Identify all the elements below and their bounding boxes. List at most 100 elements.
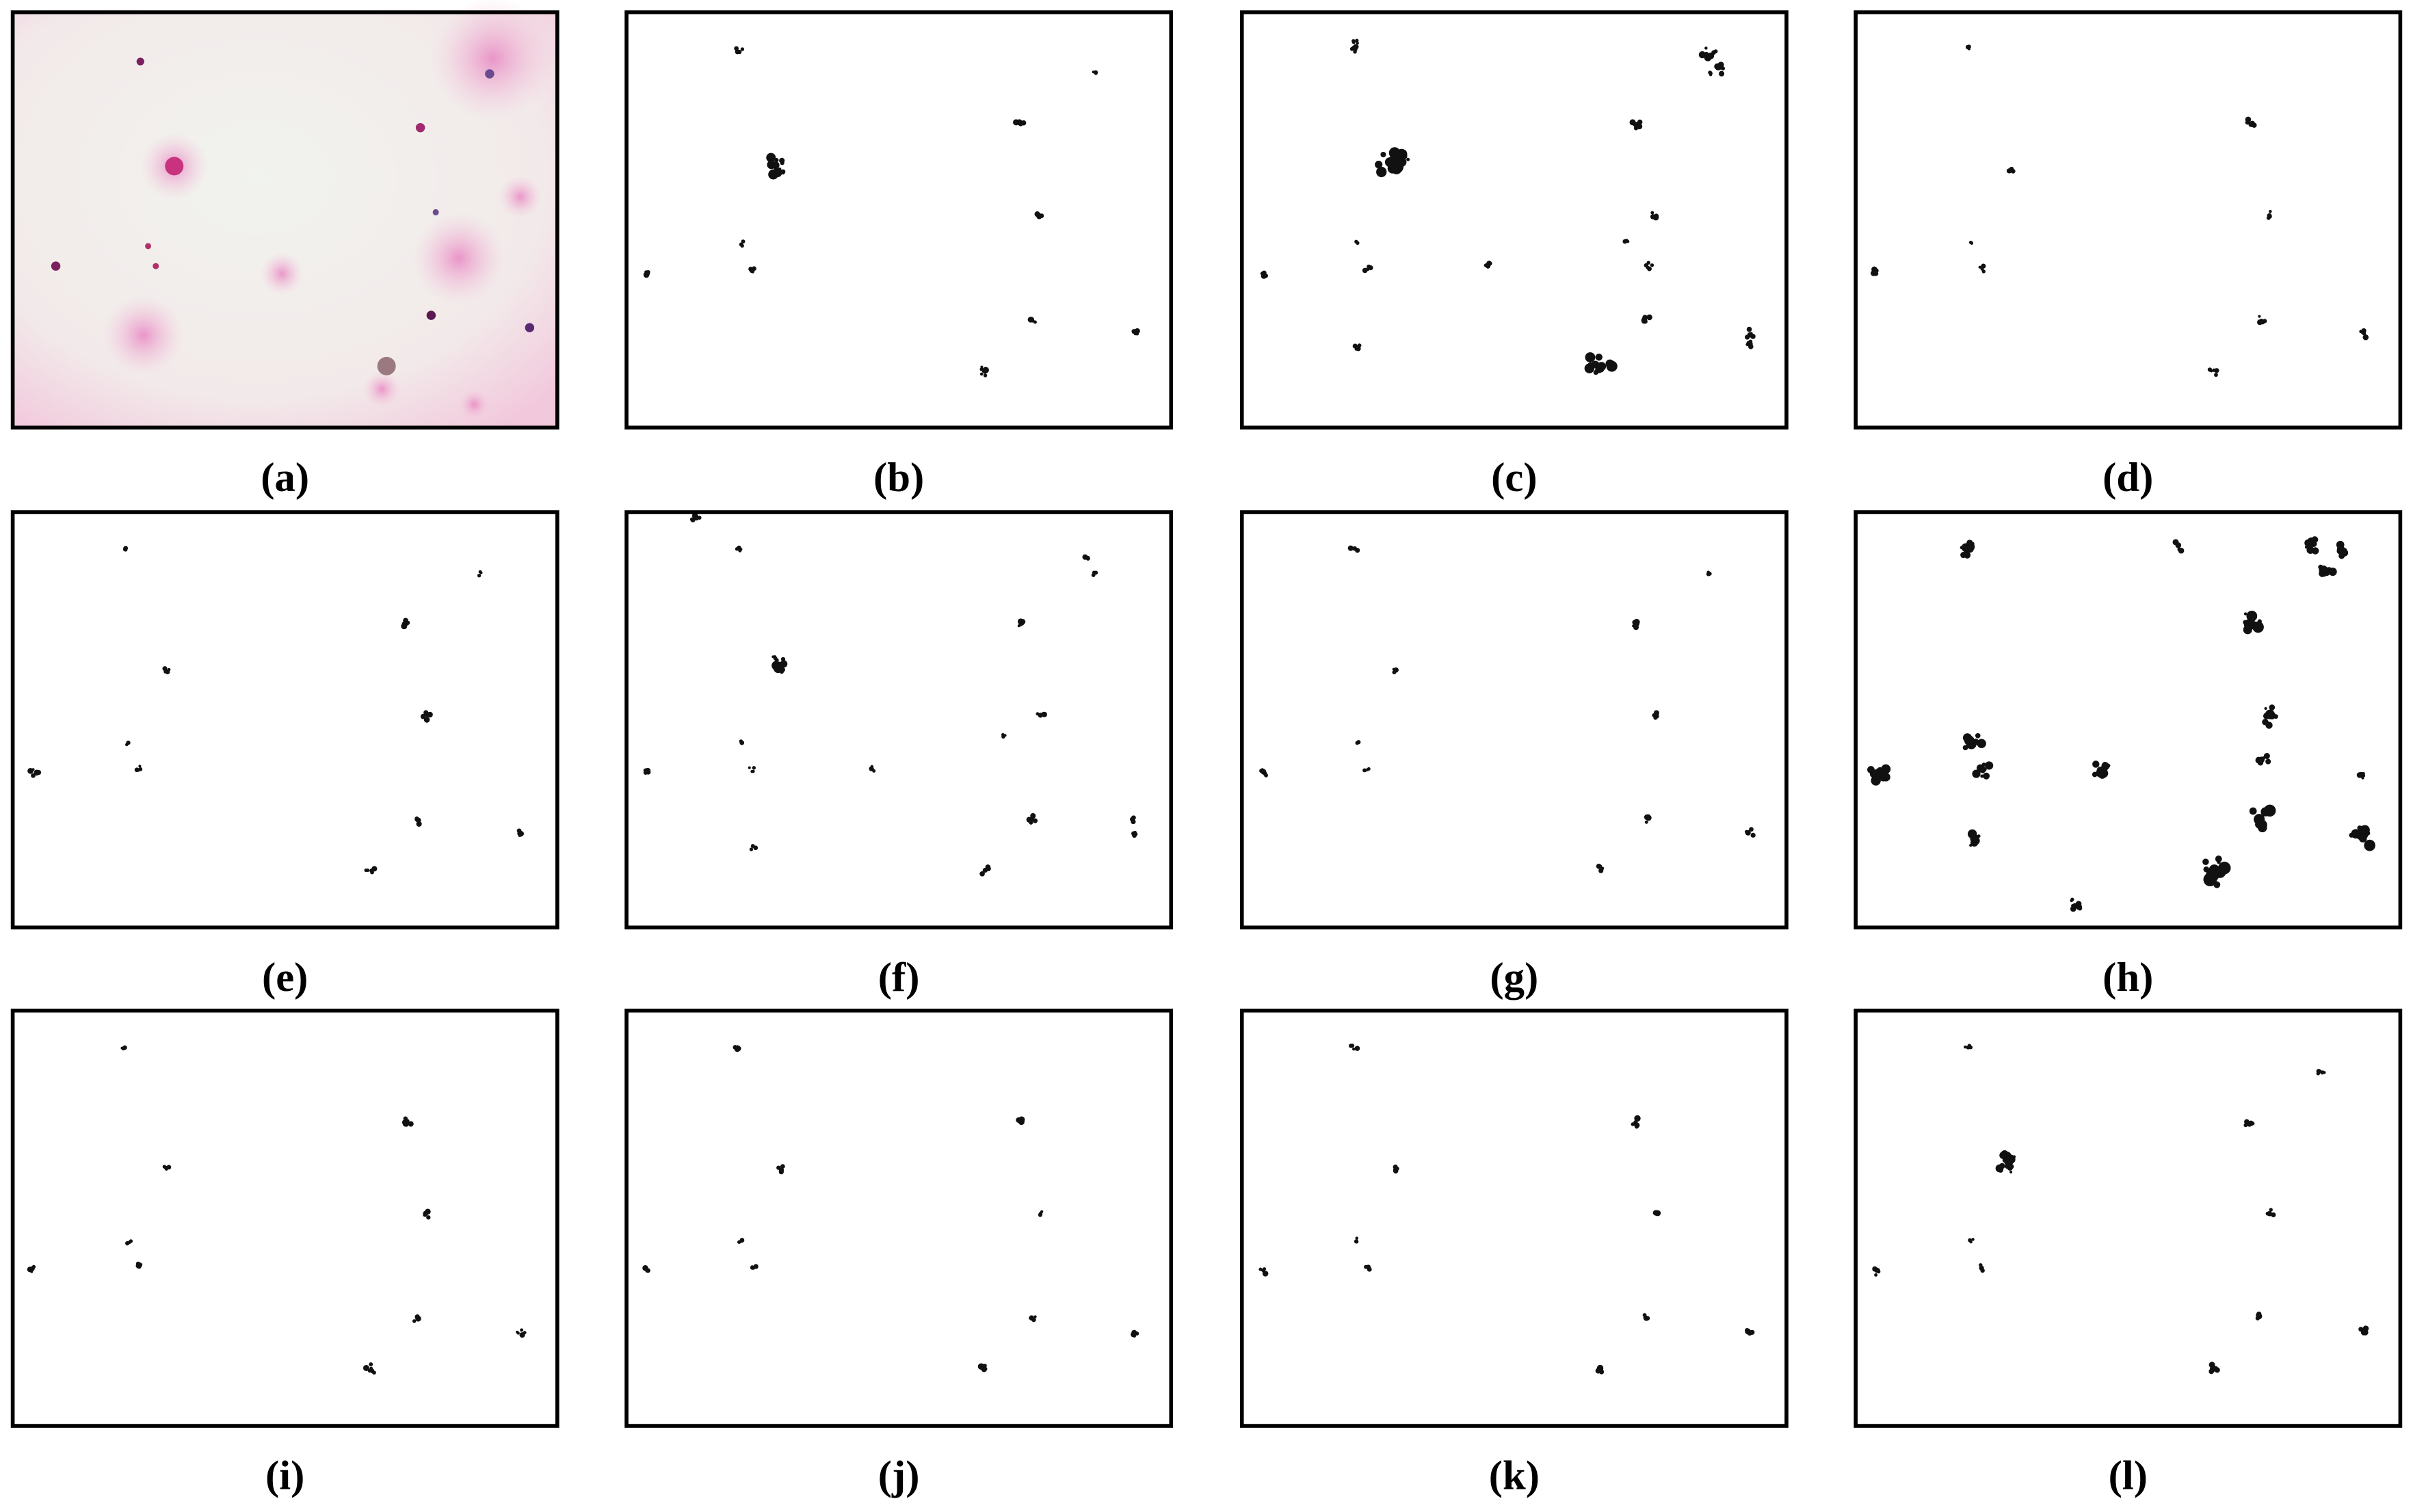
blob bbox=[1131, 329, 1137, 334]
blob bbox=[1135, 332, 1139, 336]
blob bbox=[1964, 1045, 1967, 1049]
blob bbox=[2244, 1119, 2248, 1124]
blob bbox=[27, 768, 34, 774]
blob bbox=[1038, 713, 1042, 717]
blob bbox=[750, 844, 755, 849]
blob bbox=[2360, 825, 2370, 835]
blob bbox=[1980, 267, 1984, 271]
panel bbox=[10, 0, 559, 430]
blob bbox=[1980, 774, 1984, 778]
blob bbox=[2092, 760, 2100, 768]
panel-label: (e) bbox=[262, 955, 308, 1000]
blob bbox=[1713, 49, 1718, 54]
panel-frame bbox=[1854, 510, 2403, 930]
blob bbox=[2304, 539, 2312, 547]
blob bbox=[1598, 868, 1603, 873]
blob bbox=[1367, 264, 1371, 269]
cell bbox=[525, 323, 535, 332]
blob bbox=[2077, 905, 2083, 911]
blob bbox=[741, 239, 746, 244]
blob bbox=[2203, 866, 2210, 873]
blob bbox=[778, 1167, 784, 1173]
blob bbox=[781, 171, 785, 175]
blob bbox=[2267, 1210, 2273, 1217]
blob bbox=[2243, 620, 2248, 625]
blob bbox=[1629, 119, 1636, 126]
blob bbox=[1873, 268, 1879, 274]
blob bbox=[1966, 1045, 1970, 1050]
blob bbox=[2267, 215, 2271, 218]
panel bbox=[1854, 10, 2403, 430]
blob bbox=[1646, 261, 1650, 265]
blob bbox=[423, 717, 430, 723]
blob bbox=[1637, 119, 1643, 125]
stain bbox=[363, 371, 401, 408]
blob bbox=[1707, 572, 1712, 576]
blob bbox=[1356, 241, 1359, 245]
panel-label: (c) bbox=[1491, 455, 1537, 501]
blob bbox=[1352, 1047, 1356, 1051]
blob bbox=[1718, 70, 1725, 77]
blob bbox=[697, 516, 702, 520]
panel-label: (i) bbox=[265, 1453, 304, 1499]
blob bbox=[1133, 1334, 1136, 1338]
panel-frame bbox=[1239, 10, 1789, 430]
blob bbox=[1746, 326, 1752, 332]
blob bbox=[1975, 732, 1981, 739]
panel-frame bbox=[1854, 10, 2403, 430]
panel bbox=[624, 510, 1174, 930]
blob bbox=[1653, 715, 1658, 720]
panel bbox=[624, 10, 1174, 430]
blob bbox=[162, 1165, 167, 1169]
cell bbox=[153, 263, 159, 269]
blob bbox=[981, 1366, 988, 1372]
blob bbox=[414, 816, 419, 821]
blob bbox=[2364, 839, 2375, 851]
cell bbox=[136, 57, 144, 66]
panel bbox=[624, 1008, 1174, 1428]
blob bbox=[1967, 734, 1970, 738]
blob bbox=[1400, 149, 1407, 156]
blob bbox=[1001, 734, 1005, 739]
blob bbox=[1622, 239, 1628, 244]
blob bbox=[1363, 768, 1367, 772]
blob bbox=[1633, 624, 1639, 631]
blob bbox=[403, 1116, 408, 1121]
blob bbox=[516, 1330, 519, 1334]
blob bbox=[1717, 63, 1724, 70]
blob bbox=[2178, 547, 2185, 554]
blob bbox=[2324, 570, 2330, 576]
stain bbox=[260, 252, 304, 295]
blob bbox=[982, 367, 989, 373]
panel-label: (k) bbox=[1489, 1453, 1540, 1499]
blob bbox=[1745, 343, 1749, 347]
blob bbox=[1353, 50, 1357, 54]
blob bbox=[1591, 360, 1600, 369]
blob bbox=[426, 1215, 431, 1220]
blob bbox=[1985, 761, 1994, 770]
blob bbox=[645, 1269, 649, 1273]
blob bbox=[768, 169, 779, 180]
blob bbox=[2207, 367, 2213, 372]
blob bbox=[2102, 766, 2108, 771]
stain bbox=[103, 295, 184, 375]
blob bbox=[401, 1119, 408, 1126]
blob bbox=[1585, 352, 1596, 362]
blob bbox=[1998, 1167, 2003, 1173]
cell bbox=[377, 356, 396, 375]
stain bbox=[458, 389, 490, 421]
blob bbox=[1357, 343, 1362, 348]
blob bbox=[1019, 623, 1023, 626]
blob bbox=[1259, 768, 1264, 773]
blob bbox=[1644, 814, 1650, 821]
blob bbox=[979, 367, 984, 371]
blob bbox=[1968, 241, 1973, 244]
blob bbox=[780, 1164, 785, 1169]
blob bbox=[740, 243, 744, 248]
blob bbox=[1642, 1313, 1647, 1318]
blob bbox=[1131, 815, 1136, 821]
blob bbox=[126, 741, 130, 745]
blob bbox=[134, 767, 140, 773]
blob bbox=[2007, 1165, 2013, 1171]
